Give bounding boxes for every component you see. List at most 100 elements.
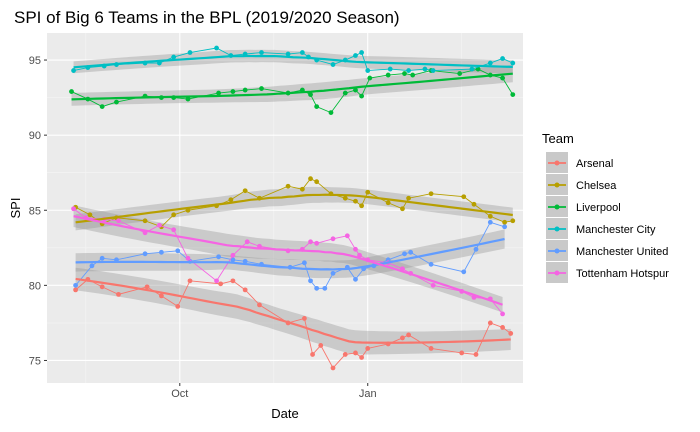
data-point-manchester-united xyxy=(402,251,407,257)
data-point-liverpool xyxy=(402,71,407,76)
data-point-liverpool xyxy=(230,89,236,94)
data-point-manchester-city xyxy=(299,50,305,55)
data-point-tottenham-hotspur xyxy=(185,255,191,261)
smooth-line-liverpool xyxy=(71,72,513,101)
plot-panel xyxy=(47,33,523,383)
legend-marker-chelsea xyxy=(554,182,560,188)
legend-marker-tottenham-hotspur xyxy=(554,270,560,276)
legend-label-tottenham-hotspur: Tottenham Hotspur xyxy=(576,268,669,280)
smooth-line-manchester-city xyxy=(73,54,513,69)
data-point-liverpool xyxy=(242,87,248,93)
data-point-arsenal xyxy=(365,346,371,351)
data-point-manchester-united xyxy=(428,261,434,267)
data-point-tottenham-hotspur xyxy=(330,236,336,242)
data-point-manchester-united xyxy=(73,282,79,288)
data-point-arsenal xyxy=(406,332,411,338)
data-point-manchester-united xyxy=(216,254,222,260)
data-line-arsenal xyxy=(75,278,512,369)
data-point-liverpool xyxy=(216,90,222,96)
legend-label-chelsea: Chelsea xyxy=(576,180,617,192)
data-point-liverpool xyxy=(314,104,320,110)
data-point-manchester-united xyxy=(99,255,105,261)
legend-marker-manchester-city xyxy=(554,226,560,232)
confidence-band-tottenham-hotspur xyxy=(73,205,503,313)
legend-item-manchester-united: Manchester United xyxy=(546,240,668,261)
data-point-arsenal xyxy=(175,303,181,309)
confidence-band-manchester-city xyxy=(73,49,513,74)
data-point-manchester-united xyxy=(408,249,414,255)
data-point-chelsea xyxy=(400,206,405,212)
legend-item-liverpool: Liverpool xyxy=(546,196,621,217)
y-axis-ticks: 75 80 85 90 95 xyxy=(29,55,47,367)
data-point-liverpool xyxy=(410,72,416,78)
y-tick-label: 90 xyxy=(29,130,41,142)
data-point-tottenham-hotspur xyxy=(308,239,313,245)
data-point-tottenham-hotspur xyxy=(156,222,162,228)
data-point-manchester-city xyxy=(330,62,336,67)
smooth-line-tottenham-hotspur xyxy=(73,215,503,306)
legend-marker-liverpool xyxy=(554,204,560,210)
data-point-manchester-united xyxy=(487,219,493,225)
legend: Team Arsenal Chelsea Liverpool Manchester C… xyxy=(542,131,669,283)
data-point-manchester-united xyxy=(473,246,479,252)
data-point-tottenham-hotspur xyxy=(357,252,362,258)
data-point-arsenal xyxy=(428,346,434,351)
legend-label-manchester-united: Manchester United xyxy=(576,246,668,258)
data-point-manchester-city xyxy=(406,68,411,73)
x-axis-ticks: Oct Jan xyxy=(171,383,377,400)
legend-marker-arsenal xyxy=(554,160,560,166)
data-point-liverpool xyxy=(457,71,463,76)
data-point-chelsea xyxy=(471,201,477,207)
data-point-arsenal xyxy=(144,284,150,290)
data-point-chelsea xyxy=(428,191,434,197)
data-point-liverpool xyxy=(308,92,313,97)
data-point-chelsea xyxy=(342,195,348,201)
smooth-line-arsenal xyxy=(75,277,511,344)
data-point-chelsea xyxy=(461,194,467,200)
data-point-manchester-united xyxy=(314,285,320,291)
data-point-arsenal xyxy=(353,350,358,356)
data-point-liverpool xyxy=(385,72,391,78)
legend-label-arsenal: Arsenal xyxy=(576,158,613,170)
data-point-manchester-united xyxy=(159,249,164,255)
data-point-chelsea xyxy=(308,176,313,182)
data-point-arsenal xyxy=(400,335,405,341)
data-point-chelsea xyxy=(353,198,358,204)
data-point-liverpool xyxy=(342,90,348,96)
data-point-manchester-united xyxy=(242,258,248,264)
smooth-line-manchester-united xyxy=(75,237,505,271)
data-point-liverpool xyxy=(114,99,119,105)
data-point-manchester-city xyxy=(353,53,358,58)
data-point-arsenal xyxy=(330,365,336,371)
data-point-arsenal xyxy=(99,284,105,290)
data-point-manchester-united xyxy=(308,278,313,284)
data-point-chelsea xyxy=(242,188,248,194)
data-point-tottenham-hotspur xyxy=(116,218,121,224)
data-point-manchester-united xyxy=(230,257,236,263)
data-point-manchester-city xyxy=(422,66,428,72)
data-point-manchester-city xyxy=(387,66,393,72)
data-point-arsenal xyxy=(187,278,193,284)
data-point-arsenal xyxy=(508,331,514,336)
data-point-chelsea xyxy=(502,219,508,225)
data-point-chelsea xyxy=(385,200,391,206)
data-point-tottenham-hotspur xyxy=(430,282,436,288)
data-point-liverpool xyxy=(353,87,358,93)
data-point-arsenal xyxy=(257,302,262,308)
data-point-liverpool xyxy=(359,93,365,99)
data-point-tottenham-hotspur xyxy=(314,240,320,246)
y-axis-title: SPI xyxy=(8,198,23,219)
confidence-band-chelsea xyxy=(75,186,513,231)
data-point-manchester-united xyxy=(322,285,328,291)
data-point-manchester-united xyxy=(302,260,307,266)
data-point-liverpool xyxy=(99,104,105,110)
legend-marker-manchester-united xyxy=(554,248,560,254)
data-point-manchester-united xyxy=(175,248,181,254)
data-point-liverpool xyxy=(185,96,191,102)
data-point-manchester-city xyxy=(510,60,516,66)
data-point-arsenal xyxy=(230,278,236,284)
data-point-tottenham-hotspur xyxy=(344,233,350,239)
data-point-tottenham-hotspur xyxy=(230,252,236,258)
legend-label-manchester-city: Manchester City xyxy=(576,224,656,236)
